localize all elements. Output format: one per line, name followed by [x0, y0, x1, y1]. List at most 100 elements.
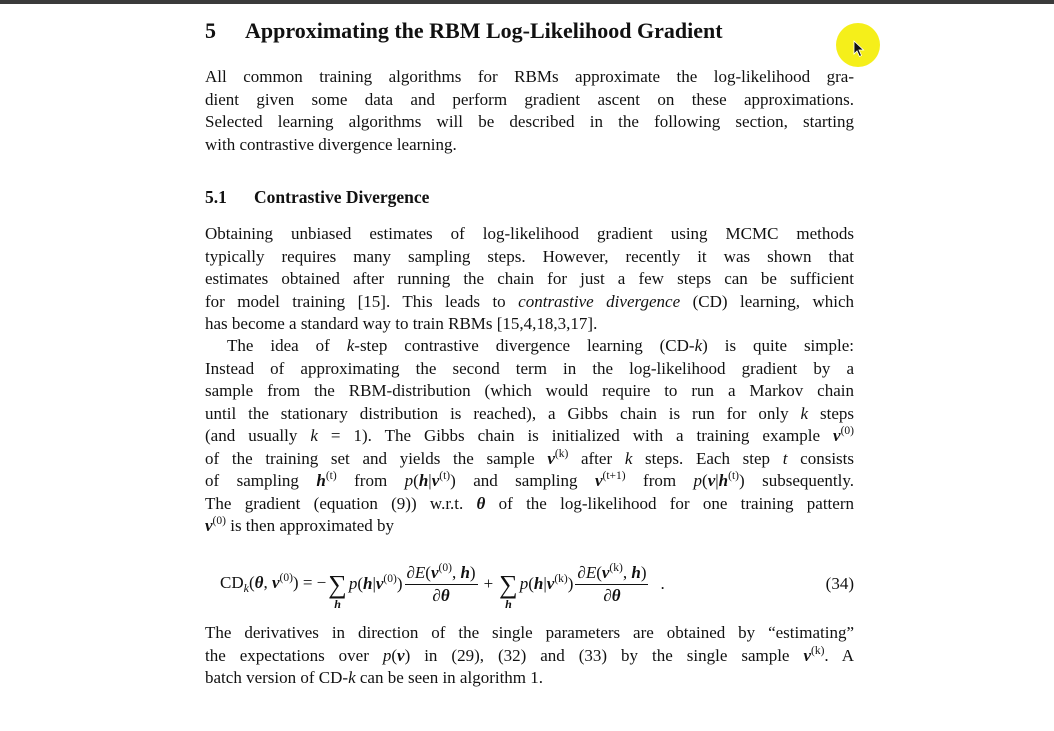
text-run: consists — [787, 448, 855, 468]
text-run: ) is quite simple: — [702, 336, 854, 355]
text-line: has become a standard way to train RBMs … — [205, 313, 854, 336]
text-run: of the training set and yields the sampl… — [205, 448, 548, 468]
equation-number: (34) — [825, 574, 854, 593]
text-run: ) — [396, 574, 403, 593]
superscript: (k) — [609, 561, 623, 574]
text-line: The derivatives in direction of the sing… — [205, 622, 854, 645]
text-line: estimates obtained after running the cha… — [205, 268, 854, 291]
paragraph-cd-overview: Obtaining unbiased estimates of log-like… — [205, 223, 854, 336]
superscript: (t) — [325, 470, 337, 482]
superscript: (k) — [554, 447, 569, 460]
superscript: (t) — [439, 470, 451, 482]
math-vector: h — [533, 574, 544, 593]
text-run: CD — [220, 572, 244, 592]
text-run: ( — [702, 471, 708, 490]
math-italic: p — [348, 574, 358, 593]
math-vector: h — [316, 471, 326, 490]
text-run: ∂ — [432, 585, 441, 605]
text-line: v(0) is then approximated by — [205, 515, 854, 538]
math-vector: h — [362, 574, 373, 593]
superscript: (0) — [438, 561, 452, 574]
math-vector: v — [833, 426, 841, 445]
math-vector: θ — [440, 585, 450, 605]
text-run: the expectations over — [205, 645, 383, 665]
plus-sign: + — [483, 574, 494, 593]
text-run: -step contrastive divergence learning (C… — [354, 336, 695, 355]
superscript: (k) — [811, 644, 825, 657]
text-run: The derivatives in direction of the sing… — [205, 623, 854, 642]
text-run: ) = − — [292, 572, 327, 592]
superscript: (0) — [840, 425, 854, 437]
math-vector: v — [397, 645, 405, 665]
sum-index: h — [505, 596, 512, 611]
text-line: for model training [15]. This leads to c… — [205, 291, 854, 314]
text-run: of the log-likelihood for one training p… — [485, 493, 854, 513]
text-run: ( — [391, 645, 398, 665]
text-run: batch version of CD- — [205, 668, 349, 687]
math-italic: E — [414, 562, 426, 582]
equation-34: CDk(θ, v(0)) = − ∑ h p(h|v(0)) ∂E(v(0), … — [220, 556, 854, 612]
text-run: typically requires many sampling steps. … — [205, 246, 854, 266]
text-run: | — [715, 471, 719, 490]
text-line: Selected learning algorithms will be des… — [205, 111, 854, 134]
text-run: (CD) learning, which — [680, 291, 854, 311]
paragraph-cd-k: The idea of k-step contrastive divergenc… — [205, 335, 854, 538]
text-run: (and usually — [205, 426, 311, 445]
text-run: , — [622, 562, 632, 582]
text-line: dient given some data and perform gradie… — [205, 89, 854, 112]
text-run: The idea of — [227, 336, 347, 355]
denominator-1: ∂θ — [432, 585, 449, 606]
superscript: (0) — [212, 515, 226, 527]
text-line: typically requires many sampling steps. … — [205, 246, 854, 269]
numerator-2: ∂E(v(k), h) — [575, 561, 649, 585]
text-run: | — [372, 574, 376, 593]
sum-symbol: ∑ — [328, 569, 347, 599]
text-run: has become a standard way to train RBMs … — [205, 314, 598, 333]
text-run: = 1). The Gibbs chain is initialized wit… — [317, 426, 834, 445]
subsection-title: Contrastive Divergence — [254, 187, 430, 207]
sum-symbol: ∑ — [499, 569, 518, 599]
text-run: can be seen in algorithm 1. — [355, 668, 544, 687]
text-line: the expectations over p(v) in (29), (32)… — [205, 645, 854, 668]
text-run: estimates obtained after running the cha… — [205, 269, 854, 288]
text-line: until the stationary distribution is rea… — [205, 403, 854, 426]
text-run: ∂ — [577, 562, 586, 582]
text-run: ∂ — [603, 585, 612, 605]
math-italic: k — [624, 448, 633, 468]
math-italic: p — [693, 471, 703, 490]
math-vector: v — [430, 562, 439, 582]
cursor-highlight — [836, 23, 880, 67]
text-run: ( — [596, 562, 602, 582]
text-run: sample from the RBM-distribution (which … — [205, 381, 854, 400]
section-number: 5 — [205, 18, 216, 43]
text-line: of the training set and yields the sampl… — [205, 448, 854, 471]
text-run: | — [428, 471, 432, 490]
math-italic: k — [310, 426, 318, 445]
superscript: (0) — [383, 573, 397, 585]
math-vector: h — [418, 471, 429, 490]
text-run: , — [451, 562, 461, 582]
math-vector: v — [431, 471, 440, 490]
math-italic: E — [585, 562, 597, 582]
text-run: is then approximated by — [225, 516, 395, 535]
text-run: ) in (29), (32) and (33) by the single s… — [404, 645, 804, 665]
text-run: from — [625, 471, 694, 490]
math-vector: θ — [254, 572, 264, 592]
math-vector: v — [594, 471, 603, 490]
math-italic: p — [382, 645, 392, 665]
text-run: of sampling — [205, 471, 317, 490]
superscript: (0) — [279, 571, 293, 584]
text-run: ( — [425, 562, 431, 582]
text-run: after — [568, 448, 625, 468]
subsection-number: 5.1 — [205, 187, 227, 207]
text-run: Instead of approximating the second term… — [205, 358, 854, 378]
math-italic: k — [694, 336, 703, 355]
text-run: Selected learning algorithms will be des… — [205, 112, 854, 131]
text-run: with contrastive divergence learning. — [205, 134, 457, 154]
math-vector: h — [718, 471, 729, 490]
text-line: batch version of CD-k can be seen in alg… — [205, 667, 854, 690]
eq-term1: p(h|v(0)) — [348, 573, 403, 594]
math-italic: p — [519, 574, 529, 593]
math-vector: v — [601, 562, 610, 582]
math-italic: contrastive divergence — [518, 291, 681, 311]
